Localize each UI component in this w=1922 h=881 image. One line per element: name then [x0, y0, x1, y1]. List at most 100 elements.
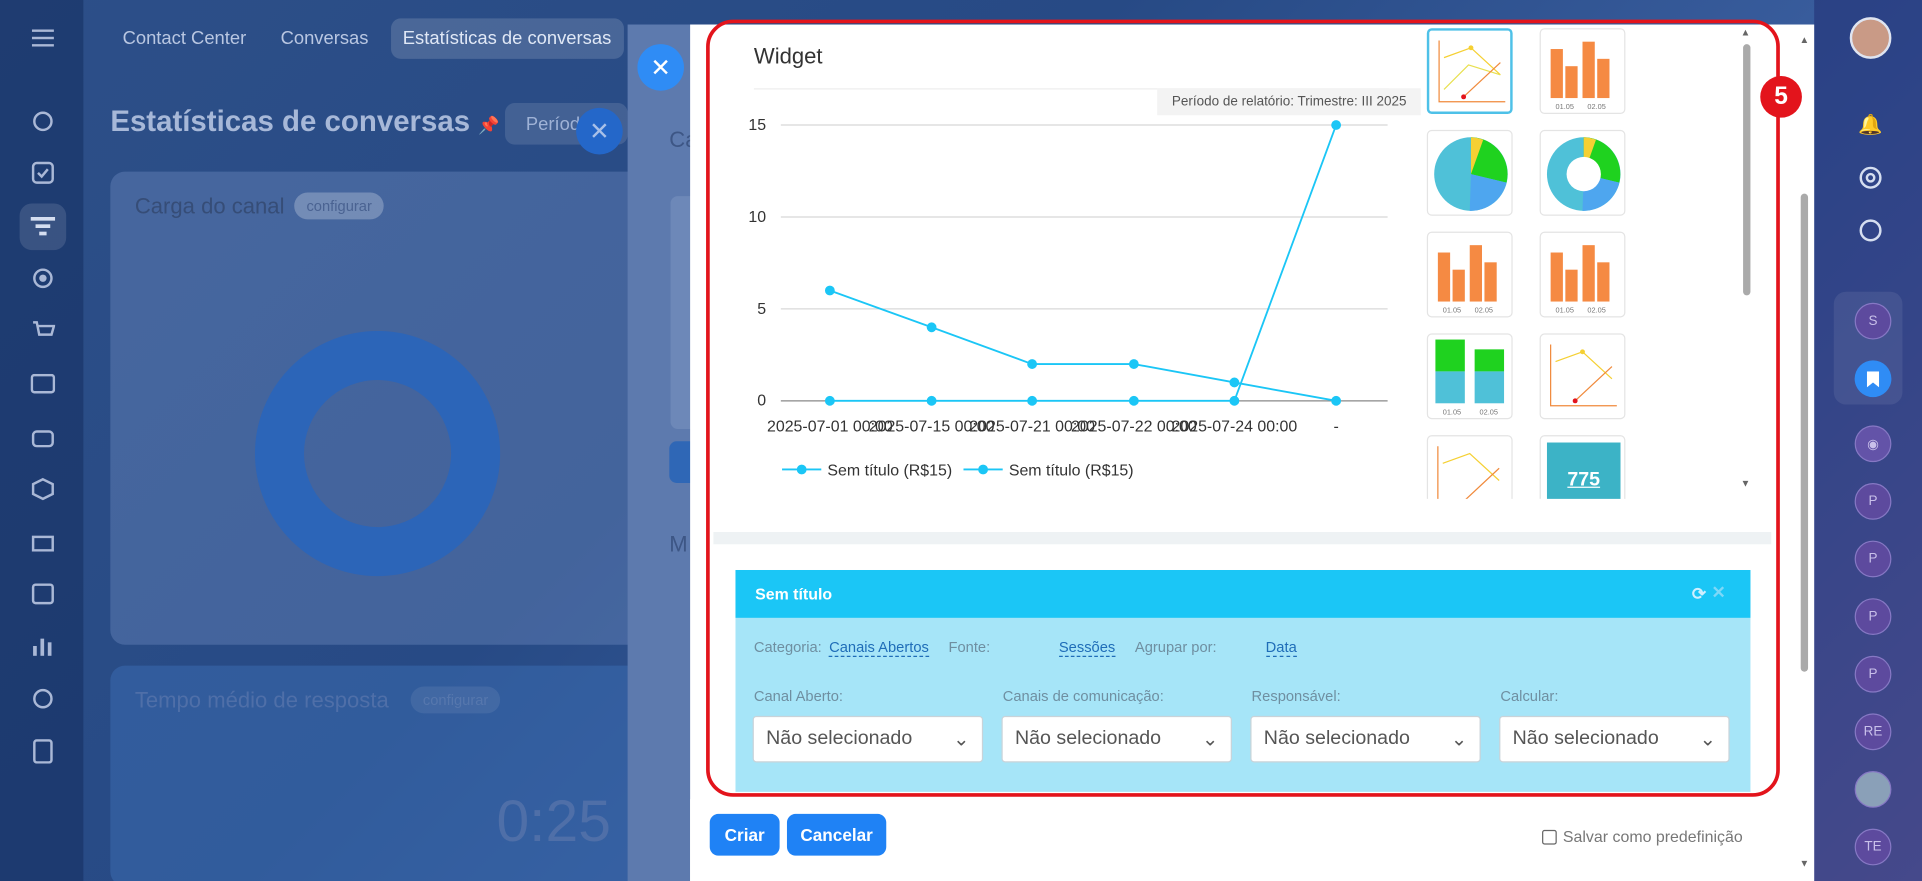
close-button-back[interactable]: ✕ — [576, 107, 623, 155]
save-preset-checkbox[interactable]: Salvar como predefinição — [1542, 827, 1743, 846]
widget-settings-form: Sem título ⟳ ✕ Categoria: Canais Abertos… — [735, 569, 1751, 792]
thumb-number-widget[interactable]: 775 — [1539, 435, 1626, 499]
refresh-icon[interactable]: ⟳ — [1691, 583, 1707, 604]
thumb-bar-chart[interactable]: 01.05 02.05 — [1539, 28, 1626, 114]
source-link[interactable]: Sessões — [1058, 638, 1116, 658]
filter-icon[interactable] — [29, 213, 56, 240]
form-header: Sem título ⟳ ✕ — [735, 569, 1751, 618]
analytics-icon[interactable] — [29, 633, 56, 660]
x-tick-label: 2025-07-01 00:00 — [767, 418, 893, 435]
metric-value: 0:25 — [496, 789, 611, 855]
card-title: Tempo médio de resposta — [134, 687, 389, 713]
gallery-scrollbar[interactable]: ▲ ▼ — [1740, 26, 1751, 490]
bookmark-icon[interactable] — [1854, 360, 1892, 398]
data-point — [1229, 395, 1240, 406]
chat-icon[interactable]: ◉ — [1854, 425, 1892, 463]
y-tick-label: 0 — [757, 393, 766, 410]
data-point — [1027, 395, 1038, 406]
tasks-icon[interactable] — [29, 159, 56, 186]
tab-conversas[interactable]: Conversas — [280, 27, 369, 49]
user-avatar[interactable] — [1849, 17, 1892, 59]
cancel-button[interactable]: Cancelar — [786, 813, 887, 856]
bell-icon[interactable]: 🔔 — [1858, 115, 1883, 137]
crm-icon[interactable] — [29, 108, 56, 135]
y-tick-label: 10 — [748, 209, 766, 226]
close-button[interactable]: ✕ — [637, 44, 684, 91]
legend-marker — [978, 464, 988, 475]
y-tick-label: 5 — [757, 301, 766, 318]
page-title: Estatísticas de conversas 📌 — [110, 105, 500, 139]
filter-label-calcular: Calcular: — [1500, 687, 1559, 705]
thumb-line-chart[interactable] — [1426, 28, 1513, 114]
close-icon[interactable]: ✕ — [1711, 582, 1726, 602]
group-link[interactable]: Data — [1265, 638, 1297, 658]
store-icon[interactable] — [29, 527, 56, 554]
legend-marker — [796, 464, 807, 475]
data-point — [1027, 359, 1038, 369]
configure-chip[interactable]: configurar — [410, 686, 501, 714]
select-canais-comunicacao[interactable]: Não selecionado ⌄ — [1001, 715, 1232, 763]
step-badge: 5 — [1760, 75, 1802, 118]
cart-icon[interactable] — [29, 317, 56, 344]
thumb-grouped-bar[interactable]: 01.05 02.05 — [1426, 231, 1513, 318]
select-calcular[interactable]: Não selecionado ⌄ — [1499, 715, 1730, 763]
checkbox-icon[interactable] — [1542, 829, 1557, 844]
save-preset-label: Salvar como predefinição — [1562, 827, 1743, 846]
avatar-p3[interactable]: P — [1854, 598, 1892, 635]
calendar-icon[interactable] — [29, 580, 56, 607]
chevron-down-icon: ⌄ — [1202, 729, 1219, 751]
chevron-down-icon: ⌄ — [953, 729, 970, 751]
document-icon[interactable] — [29, 738, 56, 765]
modal-scrollbar[interactable]: ▲ ▼ — [1799, 34, 1810, 870]
series-line-2 — [829, 124, 1337, 402]
box-icon[interactable] — [29, 476, 56, 503]
sync-icon[interactable] — [1858, 218, 1883, 249]
series-line-1 — [829, 289, 1337, 402]
legend-label: Sem título (R$15) — [827, 463, 952, 480]
thumb-pie-chart[interactable] — [1426, 129, 1513, 216]
thumb-line-chart-2[interactable] — [1539, 333, 1626, 420]
thumb-column-chart[interactable]: 01.05 02.05 — [1539, 231, 1626, 318]
x-tick-label: 2025-07-24 00:00 — [1172, 418, 1298, 435]
source-label: Fonte: — [948, 638, 991, 656]
settings-icon[interactable] — [29, 685, 56, 712]
avatar-te[interactable]: TE — [1854, 828, 1892, 866]
thumb-line-chart-3[interactable] — [1426, 435, 1513, 499]
pin-icon[interactable]: 📌 — [478, 115, 500, 135]
avatar-p4[interactable]: P — [1854, 655, 1892, 693]
target-icon[interactable] — [29, 265, 56, 292]
select-canal-aberto[interactable]: Não selecionado ⌄ — [752, 715, 984, 763]
section-separator — [713, 531, 1772, 545]
radar-icon[interactable] — [1858, 165, 1883, 196]
data-point — [824, 395, 835, 406]
svg-text:02.05: 02.05 — [1480, 407, 1498, 416]
x-tick-label: 2025-07-15 00:00 — [869, 418, 995, 435]
create-button[interactable]: Criar — [709, 813, 780, 856]
robot-icon[interactable] — [29, 423, 56, 450]
avatar-p2[interactable]: P — [1854, 540, 1892, 578]
tab-contact-center[interactable]: Contact Center — [122, 27, 247, 49]
category-link[interactable]: Canais Abertos — [829, 638, 929, 658]
number-value: 775 — [1546, 442, 1621, 499]
avatar-p1[interactable]: P — [1854, 482, 1892, 520]
avatar-s[interactable]: S — [1854, 302, 1892, 340]
modal-scroll-thumb[interactable] — [1800, 193, 1809, 672]
svg-text:01.05: 01.05 — [1556, 102, 1574, 111]
svg-text:01.05: 01.05 — [1443, 306, 1461, 315]
legend-label: Sem título (R$15) — [1009, 463, 1134, 480]
filter-label-canais: Canais de comunicação: — [1002, 687, 1164, 705]
select-responsavel[interactable]: Não selecionado ⌄ — [1250, 715, 1481, 763]
thumb-stacked-bar[interactable]: 01.05 02.05 — [1426, 333, 1513, 420]
svg-text:02.05: 02.05 — [1475, 306, 1493, 315]
form-title[interactable]: Sem título — [755, 584, 833, 604]
card-icon[interactable] — [29, 370, 56, 397]
avatar-cat[interactable] — [1854, 771, 1892, 808]
avatar-re[interactable]: RE — [1854, 713, 1892, 751]
tab-estatisticas[interactable]: Estatísticas de conversas — [390, 17, 624, 59]
data-point — [1331, 120, 1342, 130]
form-meta-row: Categoria: Canais Abertos Fonte: Sessões… — [754, 638, 1297, 658]
thumb-donut-chart[interactable] — [1539, 129, 1626, 216]
configure-chip[interactable]: configurar — [294, 192, 385, 220]
menu-icon[interactable] — [29, 25, 56, 52]
